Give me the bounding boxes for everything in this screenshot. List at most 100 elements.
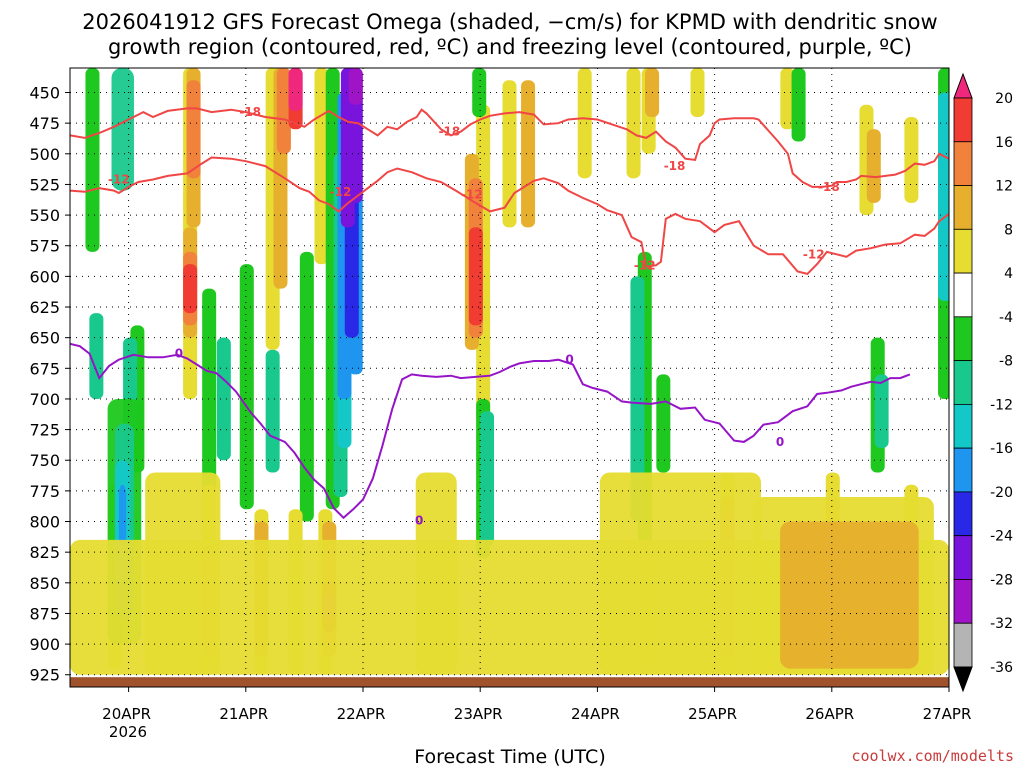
plot-area: -18 -18 -18 -18 -12 -12 -12 -12 -12 0 0 0 0	[70, 68, 949, 687]
omega-cell	[85, 68, 100, 252]
y-tick-label: 925	[29, 666, 60, 685]
y-tick-label: 575	[29, 237, 60, 256]
omega-cell	[502, 80, 517, 228]
omega-shading	[70, 68, 949, 675]
omega-area	[415, 472, 457, 675]
omega-area	[599, 472, 761, 675]
colorbar-label: 8	[1004, 222, 1013, 238]
x-tick-label: 25APR	[688, 705, 737, 723]
omega-area	[780, 521, 919, 669]
y-tick-label: 550	[29, 206, 60, 225]
x-tick-label: 20APR	[102, 705, 151, 723]
dgz-contour-minus12-label: -12	[803, 247, 825, 261]
plot-frame	[69, 67, 950, 688]
colorbar-label: -12	[990, 397, 1013, 413]
ground-surface	[70, 677, 949, 687]
colorbar-label: -32	[990, 616, 1013, 632]
dendritic-growth-contours: -18 -18 -18 -18 -12 -12 -12 -12 -12	[70, 105, 949, 276]
y-tick-label: 525	[29, 175, 60, 194]
freezing-level-line-label: 0	[415, 513, 423, 527]
colorbar-swatch	[953, 97, 973, 143]
colorbar-label: -8	[999, 354, 1013, 370]
colorbar-swatch	[953, 185, 973, 230]
y-tick-label: 650	[29, 329, 60, 348]
colorbar-label: -24	[990, 529, 1013, 545]
y-tick-label: 900	[29, 635, 60, 654]
dgz-contour-minus12-label: -12	[330, 185, 352, 199]
x-tick-label: 24APR	[571, 705, 620, 723]
omega-cell	[288, 68, 303, 111]
x-tick-label: 23APR	[454, 705, 503, 723]
y-tick-label: 450	[29, 84, 60, 103]
colorbar-label: -36	[990, 660, 1013, 676]
dgz-contour-minus12	[70, 156, 949, 276]
omega-cell	[577, 68, 592, 179]
grid-lines	[70, 68, 949, 687]
dgz-contour-minus18	[70, 107, 949, 188]
x-tick-label: 27APR	[923, 705, 972, 723]
y-tick-label: 825	[29, 543, 60, 562]
omega-cell	[202, 288, 217, 498]
dgz-contour-minus18-label: -18	[439, 125, 461, 139]
y-tick-label: 850	[29, 574, 60, 593]
y-axis-pressure: 450 475 500 525 550 575 600 625 650 675 700 725 750 7…	[29, 84, 70, 685]
omega-cell	[656, 374, 671, 473]
dgz-contour-minus18-label: -18	[818, 180, 840, 194]
omega-cell	[186, 80, 201, 179]
x-tick-label: 22APR	[337, 705, 386, 723]
omega-cell	[626, 68, 641, 179]
omega-cell	[239, 264, 254, 510]
omega-cell	[780, 68, 795, 130]
omega-cell	[866, 129, 881, 203]
omega-area	[118, 484, 127, 547]
colorbar-swatch	[953, 360, 973, 405]
omega-cell	[276, 68, 291, 154]
chart-title-line2: growth region (contoured, red, ºC) and f…	[108, 35, 912, 59]
dgz-contour-minus12-label: -12	[108, 173, 130, 187]
source-credit: coolwx.com/modelts	[851, 747, 1014, 765]
colorbar-legend: 20 16 12 8 4 -4 -8 -12 -16 -20 -24 -28 -32 -36	[953, 72, 1013, 693]
omega-cell	[521, 80, 536, 228]
dgz-contour-minus18-label: -18	[239, 105, 261, 119]
colorbar-swatch	[953, 228, 973, 274]
omega-cell	[348, 68, 363, 105]
omega-area	[145, 472, 221, 675]
x-tick-label: 26APR	[805, 705, 854, 723]
colorbar-swatch	[953, 403, 973, 449]
dgz-contour-minus12-label: -12	[461, 187, 483, 201]
y-tick-label: 500	[29, 145, 60, 164]
y-tick-label: 600	[29, 267, 60, 286]
colorbar-swatch	[953, 535, 973, 580]
freezing-level-contour: 0 0 0 0	[70, 342, 911, 527]
freezing-level-line-label: 0	[175, 347, 183, 361]
year-label: 2026	[109, 723, 147, 741]
y-tick-label: 625	[29, 298, 60, 317]
freezing-level-line-label: 0	[776, 435, 784, 449]
colorbar-swatch	[953, 622, 973, 668]
colorbar-top-arrow	[953, 72, 973, 99]
colorbar-swatch	[953, 272, 973, 318]
omega-cell	[472, 68, 487, 118]
omega-cell	[299, 251, 314, 522]
omega-cell	[904, 117, 919, 203]
dgz-contour-minus18-label: -18	[664, 159, 686, 173]
omega-cell	[938, 92, 949, 301]
y-tick-label: 700	[29, 390, 60, 409]
freezing-level-line	[70, 342, 911, 520]
omega-cell	[690, 68, 705, 118]
omega-cell	[791, 68, 806, 142]
omega-cell	[216, 337, 231, 461]
colorbar-bottom-arrow	[953, 666, 973, 693]
chart-title-line1: 2026041912 GFS Forecast Omega (shaded, −…	[82, 10, 937, 34]
omega-cell	[183, 264, 198, 314]
freezing-level-line-label: 0	[565, 353, 573, 367]
colorbar-label: -16	[990, 441, 1013, 457]
omega-cell	[468, 227, 483, 326]
colorbar-label: 16	[995, 135, 1013, 151]
colorbar-swatch	[953, 491, 973, 537]
colorbar-label: 4	[1004, 266, 1013, 282]
omega-cell	[874, 374, 889, 448]
colorbar-label: -20	[990, 485, 1013, 501]
x-tick-label: 21APR	[219, 705, 268, 723]
